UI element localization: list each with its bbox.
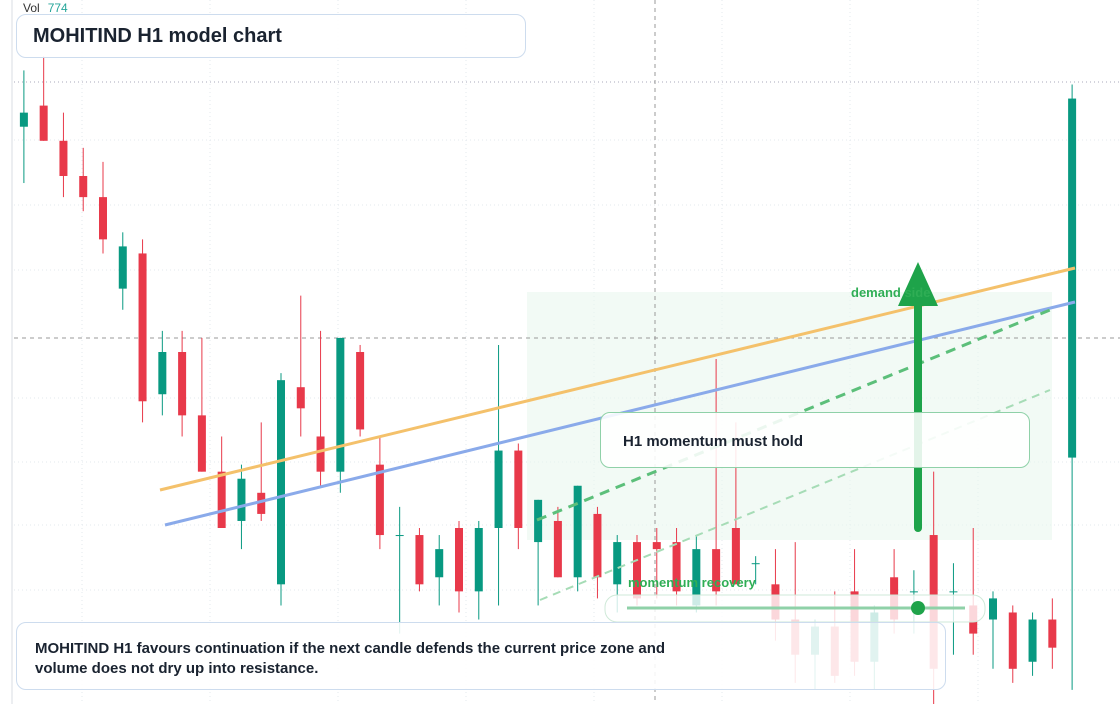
note-text: MOHITIND H1 favours continuation if the … [35,640,666,677]
candle-body [158,352,167,395]
candle-body [949,591,958,593]
candle-body [494,450,503,528]
candle-body [909,591,918,593]
title-box: MOHITIND H1 model chart [16,14,526,58]
candle-body [573,485,582,578]
candle-body [731,528,740,585]
slider-knob [911,601,925,615]
annotation-text: H1 momentum must hold [623,433,804,450]
volume-label: Vol [23,1,40,15]
arrow-head [898,262,938,306]
candle-body [672,542,681,592]
candle-body [59,140,68,176]
candle-body [652,542,661,550]
candle-body [356,352,365,430]
volume-value: 774 [47,1,68,15]
candle-body [415,535,424,585]
candle-body [692,549,701,606]
candle-body [1048,619,1057,648]
candle-body [138,253,147,402]
candle-body [316,436,325,472]
candle-body [455,528,463,592]
candle-body [277,380,285,585]
candle-body [19,112,28,127]
candle-body [1008,612,1017,669]
chart-title: MOHITIND H1 model chart [33,25,282,47]
candle-body [375,464,384,536]
candle-body [1068,98,1077,458]
candle-body [474,528,483,592]
candle-body [989,598,997,620]
candle-body [751,563,760,565]
candle-body [1028,619,1037,662]
candle-body [593,513,602,578]
candle-body [296,387,305,409]
candle-body [118,246,127,289]
candle-body [613,542,622,585]
candle-body [217,471,226,528]
candle-body [257,492,266,514]
candle-body [395,535,404,537]
candle-body [435,549,444,578]
projection-line [539,389,1051,601]
volume-legend: Vol 774 [23,1,68,15]
candle-body [633,542,641,599]
candle-body [39,105,48,141]
candle-body [178,352,187,416]
annotation-box: H1 momentum must hold [600,412,1030,468]
candle-body [99,197,107,240]
candle-body [514,450,523,528]
candle-body [336,337,345,472]
candle-body [79,176,88,198]
annotation-label: demand side [851,285,931,300]
candle-body [712,549,721,592]
candle-body [197,415,206,472]
candle-body [553,520,562,578]
candle-body [237,478,246,521]
annotation-label: momentum recovery [628,575,756,590]
note-box: MOHITIND H1 favours continuation if the … [16,622,946,690]
